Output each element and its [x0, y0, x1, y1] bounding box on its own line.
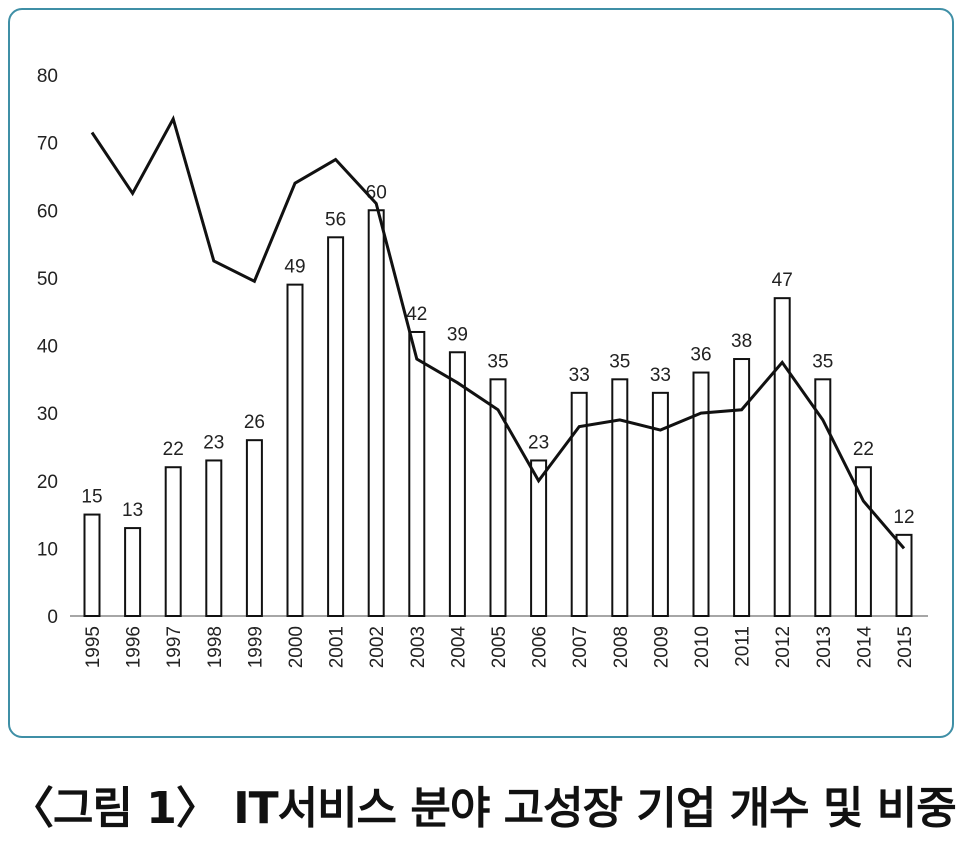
bar-value-label: 49: [284, 257, 305, 278]
bar-value-label: 15: [81, 487, 102, 508]
bar: [448, 351, 466, 617]
bar-value-label: 13: [122, 500, 143, 521]
bar: [895, 533, 913, 617]
bar-value-label: 36: [690, 345, 711, 366]
bar: [692, 371, 710, 617]
x-tick-label: 1995: [83, 626, 104, 668]
bar-value-label: 35: [609, 351, 630, 372]
bar: [773, 297, 791, 617]
bar: [611, 378, 629, 617]
bar: [530, 459, 548, 617]
x-tick-label: 2014: [854, 626, 875, 669]
x-tick-label: 1997: [164, 626, 185, 668]
bar-value-label: 35: [487, 351, 508, 372]
x-tick-label: 2006: [530, 626, 551, 668]
y-tick-label: 20: [37, 472, 58, 493]
bar: [205, 459, 223, 617]
x-tick-label: 2010: [692, 626, 713, 668]
bar-value-label: 23: [203, 432, 224, 453]
bar-value-label: 56: [325, 209, 346, 230]
bar-value-label: 33: [650, 365, 671, 386]
bar-value-label: 22: [163, 439, 184, 460]
y-tick-label: 40: [37, 337, 58, 358]
x-tick-label: 2008: [611, 626, 632, 668]
x-tick-label: 1996: [124, 626, 145, 668]
bar: [408, 330, 426, 617]
x-tick-label: 2004: [448, 626, 469, 669]
x-tick-label: 2003: [408, 626, 429, 668]
bar-value-label: 60: [366, 182, 387, 203]
x-tick-label: 2005: [489, 626, 510, 668]
bar: [245, 439, 263, 617]
bar-value-label: 23: [528, 432, 549, 453]
y-tick-label: 30: [37, 404, 58, 425]
x-tick-label: 1998: [205, 626, 226, 668]
bar: [651, 391, 669, 617]
y-tick-label: 80: [37, 66, 58, 87]
bar-value-label: 26: [244, 412, 265, 433]
x-tick-label: 2007: [570, 626, 591, 668]
chart: 0 10 20 30 40 50 60 70 80 15 13 22 23 26 49 56 60 42 39 35 2…: [37, 66, 928, 669]
line-series: [90, 115, 906, 550]
bar: [83, 513, 101, 617]
bar-value-label: 22: [853, 439, 874, 460]
y-tick-label: 10: [37, 539, 58, 560]
bar-value-label: 42: [406, 304, 427, 325]
x-tick-label: 2001: [327, 626, 348, 668]
bar-value-label: 47: [772, 270, 793, 291]
bar: [570, 391, 588, 617]
bar: [367, 209, 385, 617]
x-tick-label: 2000: [286, 626, 307, 668]
x-tick-label: 2009: [651, 626, 672, 668]
bar: [124, 527, 142, 618]
bar-value-label: 33: [569, 365, 590, 386]
bar: [489, 378, 507, 617]
x-tick-label: 1999: [245, 626, 266, 668]
x-tick-label: 2002: [367, 626, 388, 668]
bar: [327, 236, 345, 618]
x-tick-label: 2015: [895, 626, 916, 668]
bar: [286, 283, 304, 617]
y-tick-label: 60: [37, 201, 58, 222]
y-tick-label: 0: [47, 607, 58, 628]
x-tick-label: 2013: [814, 626, 835, 668]
bar-value-label: 12: [893, 507, 914, 528]
bar: [814, 378, 832, 617]
x-tick-label: 2012: [773, 626, 794, 668]
y-tick-label: 70: [37, 134, 58, 155]
y-tick-label: 50: [37, 269, 58, 290]
bar: [733, 358, 751, 617]
bar-value-label: 38: [731, 331, 752, 352]
x-tick-label: 2011: [733, 626, 754, 667]
bar: [164, 466, 182, 617]
bar-value-label: 35: [812, 351, 833, 372]
bar-value-label: 39: [447, 324, 468, 345]
figure-caption: 〈그림 1〉 IT서비스 분야 고성장 기업 개수 및 비중: [10, 783, 957, 834]
